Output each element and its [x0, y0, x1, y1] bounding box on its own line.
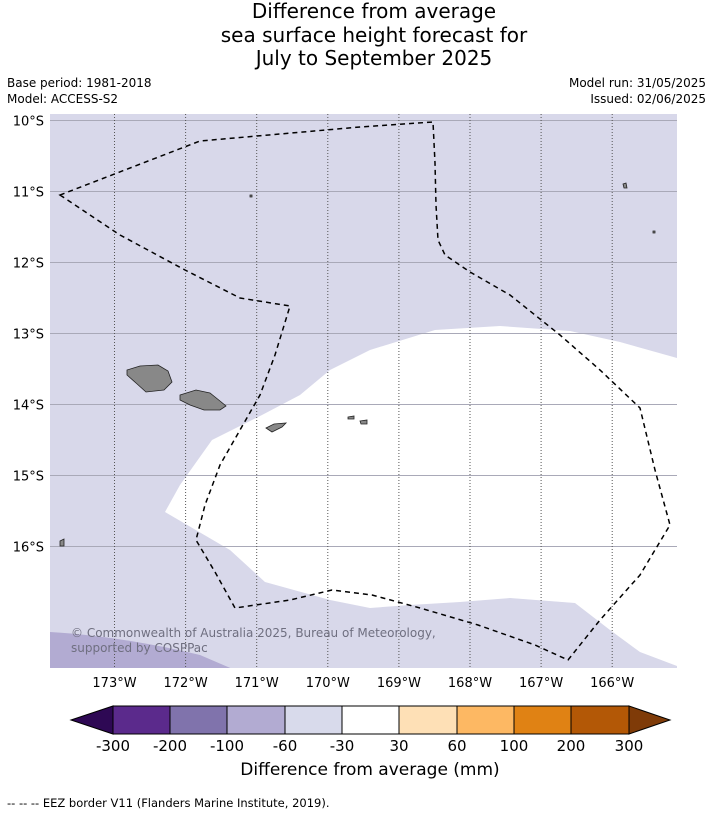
longitude-label: 170°W [306, 676, 350, 691]
colorbar-segment [513, 705, 572, 735]
colorbar-segment [456, 705, 515, 735]
chart-title: Difference from average sea surface heig… [0, 0, 713, 71]
meta-left: Base period: 1981-2018 Model: ACCESS-S2 [7, 75, 152, 107]
colorbar-tick-labels: -300 -200 -100 -60 -30 30 60 100 200 300 [96, 737, 643, 755]
longitude-label: 167°W [519, 676, 563, 691]
title-line-1: Difference from average [251, 0, 497, 23]
colorbar-segment [341, 705, 400, 735]
small-islet [249, 194, 253, 198]
colorbar-extend-high [628, 705, 672, 735]
latitude-label: 10°S [13, 115, 44, 130]
colorbar-tick-label: 60 [447, 737, 466, 755]
longitude-label: 173°W [92, 676, 136, 691]
latitude-label: 13°S [13, 328, 44, 343]
longitude-label: 171°W [235, 676, 279, 691]
issued-date: Issued: 02/06/2025 [590, 92, 706, 106]
colorbar-tick-label: -30 [330, 737, 355, 755]
eez-footnote: -- -- -- EEZ border V11 (Flanders Marine… [7, 796, 330, 810]
latitude-labels: 10°S 11°S 12°S 13°S 14°S 15°S 16°S [13, 115, 44, 556]
latitude-label: 16°S [13, 541, 44, 556]
colorbar [69, 705, 672, 735]
model-run: Model run: 31/05/2025 [568, 76, 706, 90]
swains-island [622, 182, 628, 189]
longitude-label: 166°W [590, 676, 634, 691]
base-period: Base period: 1981-2018 [7, 76, 152, 90]
colorbar-segment [570, 705, 630, 735]
land-masses [59, 182, 656, 547]
tau-island [359, 419, 368, 425]
colorbar-segment [169, 705, 228, 735]
colorbar-tick-label: -100 [210, 737, 244, 755]
colorbar-tick-label: 200 [557, 737, 586, 755]
map-panel [50, 114, 677, 668]
colorbar-extend-low [69, 705, 114, 735]
colorbar-segment [226, 705, 286, 735]
colorbar-segment [398, 705, 458, 735]
upolu-island [179, 389, 227, 411]
longitude-label: 168°W [448, 676, 492, 691]
colorbar-label: Difference from average (mm) [240, 760, 500, 780]
small-islet-east [652, 230, 656, 234]
title-line-2: sea surface height forecast for [220, 22, 528, 47]
copyright-notice: © Commonwealth of Australia 2025, Bureau… [71, 626, 436, 655]
colorbar-tick-label: 30 [389, 737, 408, 755]
meta-right: Model run: 31/05/2025 Issued: 02/06/2025 [569, 75, 706, 107]
colorbar-tick-label: 300 [615, 737, 644, 755]
ofu-island [347, 415, 355, 420]
colorbar-tick-label: -300 [96, 737, 130, 755]
latitude-label: 15°S [13, 470, 44, 485]
small-islet-west [59, 538, 65, 547]
colorbar-tick-label: -60 [273, 737, 298, 755]
latitude-label: 11°S [13, 186, 44, 201]
colorbar-tick-label: 100 [500, 737, 529, 755]
longitude-label: 169°W [377, 676, 421, 691]
eez-border-tokelau [58, 121, 671, 661]
longitude-label: 172°W [164, 676, 208, 691]
latitude-gridlines [50, 120, 677, 547]
longitude-gridlines [114, 114, 613, 668]
title-line-3: July to September 2025 [255, 46, 493, 70]
longitude-labels: 173°W 172°W 171°W 170°W 169°W 168°W 167°W 166°W [92, 676, 634, 691]
colorbar-segment [284, 705, 343, 735]
savaii-island [126, 364, 173, 393]
strong-negative-anomaly-region [50, 632, 231, 668]
near-average-anomaly-region [165, 326, 677, 666]
latitude-label: 12°S [13, 257, 44, 272]
colorbar-segment [112, 705, 171, 735]
tutuila-island [265, 422, 288, 433]
model-name: Model: ACCESS-S2 [7, 92, 119, 106]
latitude-label: 14°S [13, 399, 44, 414]
colorbar-tick-label: -200 [153, 737, 187, 755]
